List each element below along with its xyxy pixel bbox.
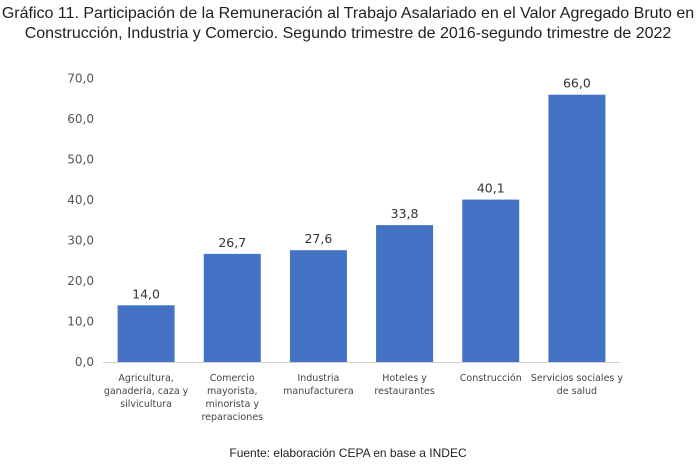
x-category-label: Servicios sociales y de salud xyxy=(531,373,624,397)
y-tick-label: 0,0 xyxy=(75,355,94,369)
x-category-label: Agricultura, ganadería, caza y silvicultur… xyxy=(104,373,189,410)
data-label: 66,0 xyxy=(563,76,591,91)
chart-title: Gráfico 11. Participación de la Remunera… xyxy=(0,4,696,44)
x-category-label-line: reparaciones xyxy=(201,412,263,423)
bar xyxy=(376,225,434,362)
x-category-label-line: ganadería, caza y xyxy=(104,386,189,397)
x-category-label-line: Hoteles y xyxy=(382,373,427,384)
y-tick-label: 60,0 xyxy=(67,112,94,126)
y-tick-label: 20,0 xyxy=(67,274,94,288)
x-category-label-line: Comercio xyxy=(210,373,255,384)
bar xyxy=(548,94,606,362)
x-category-label-line: Agricultura, xyxy=(118,373,173,384)
x-category-label-line: Construcción xyxy=(460,373,522,384)
x-category-label-line: Servicios sociales y xyxy=(531,373,624,384)
data-label: 40,1 xyxy=(477,181,505,196)
bar-chart: 0,0 10,0 20,0 30,0 40,0 50,0 60,0 70,0 14,0 Agric… xyxy=(67,72,624,424)
x-category-label-line: manufacturera xyxy=(283,386,354,397)
data-label: 14,0 xyxy=(132,286,160,301)
chart-source: Fuente: elaboración CEPA en base a INDEC xyxy=(229,446,467,460)
bar xyxy=(462,199,520,362)
y-tick-label: 50,0 xyxy=(67,153,94,167)
x-category-label-line: silvicultura xyxy=(120,399,172,410)
data-label: 26,7 xyxy=(218,235,246,250)
x-category-label-line: restaurantes xyxy=(374,386,434,397)
x-category-label-line: de salud xyxy=(557,386,597,397)
x-category-label: Construcción xyxy=(460,373,522,384)
x-category-label-line: Industria xyxy=(297,373,339,384)
chart-title-line-2: Construcción, Industria y Comercio. Segu… xyxy=(24,25,672,42)
y-tick-label: 10,0 xyxy=(67,315,94,329)
x-category-label-line: mayorista, xyxy=(207,386,258,397)
chart-title-line-1: Gráfico 11. Participación de la Remunera… xyxy=(1,5,695,22)
y-tick-label: 30,0 xyxy=(67,234,94,248)
x-category-label: Hoteles y restaurantes xyxy=(374,373,434,397)
x-category-label: Comercio mayorista, minorista y reparacione… xyxy=(201,373,263,423)
data-label: 33,8 xyxy=(391,206,419,221)
bar xyxy=(289,250,347,362)
bar xyxy=(203,253,261,362)
bar xyxy=(117,305,175,362)
x-category-label-line: minorista y xyxy=(206,399,260,410)
y-tick-label: 70,0 xyxy=(67,72,94,86)
y-tick-label: 40,0 xyxy=(67,193,94,207)
x-category-label: Industria manufacturera xyxy=(283,373,354,397)
data-label: 27,6 xyxy=(304,231,332,246)
